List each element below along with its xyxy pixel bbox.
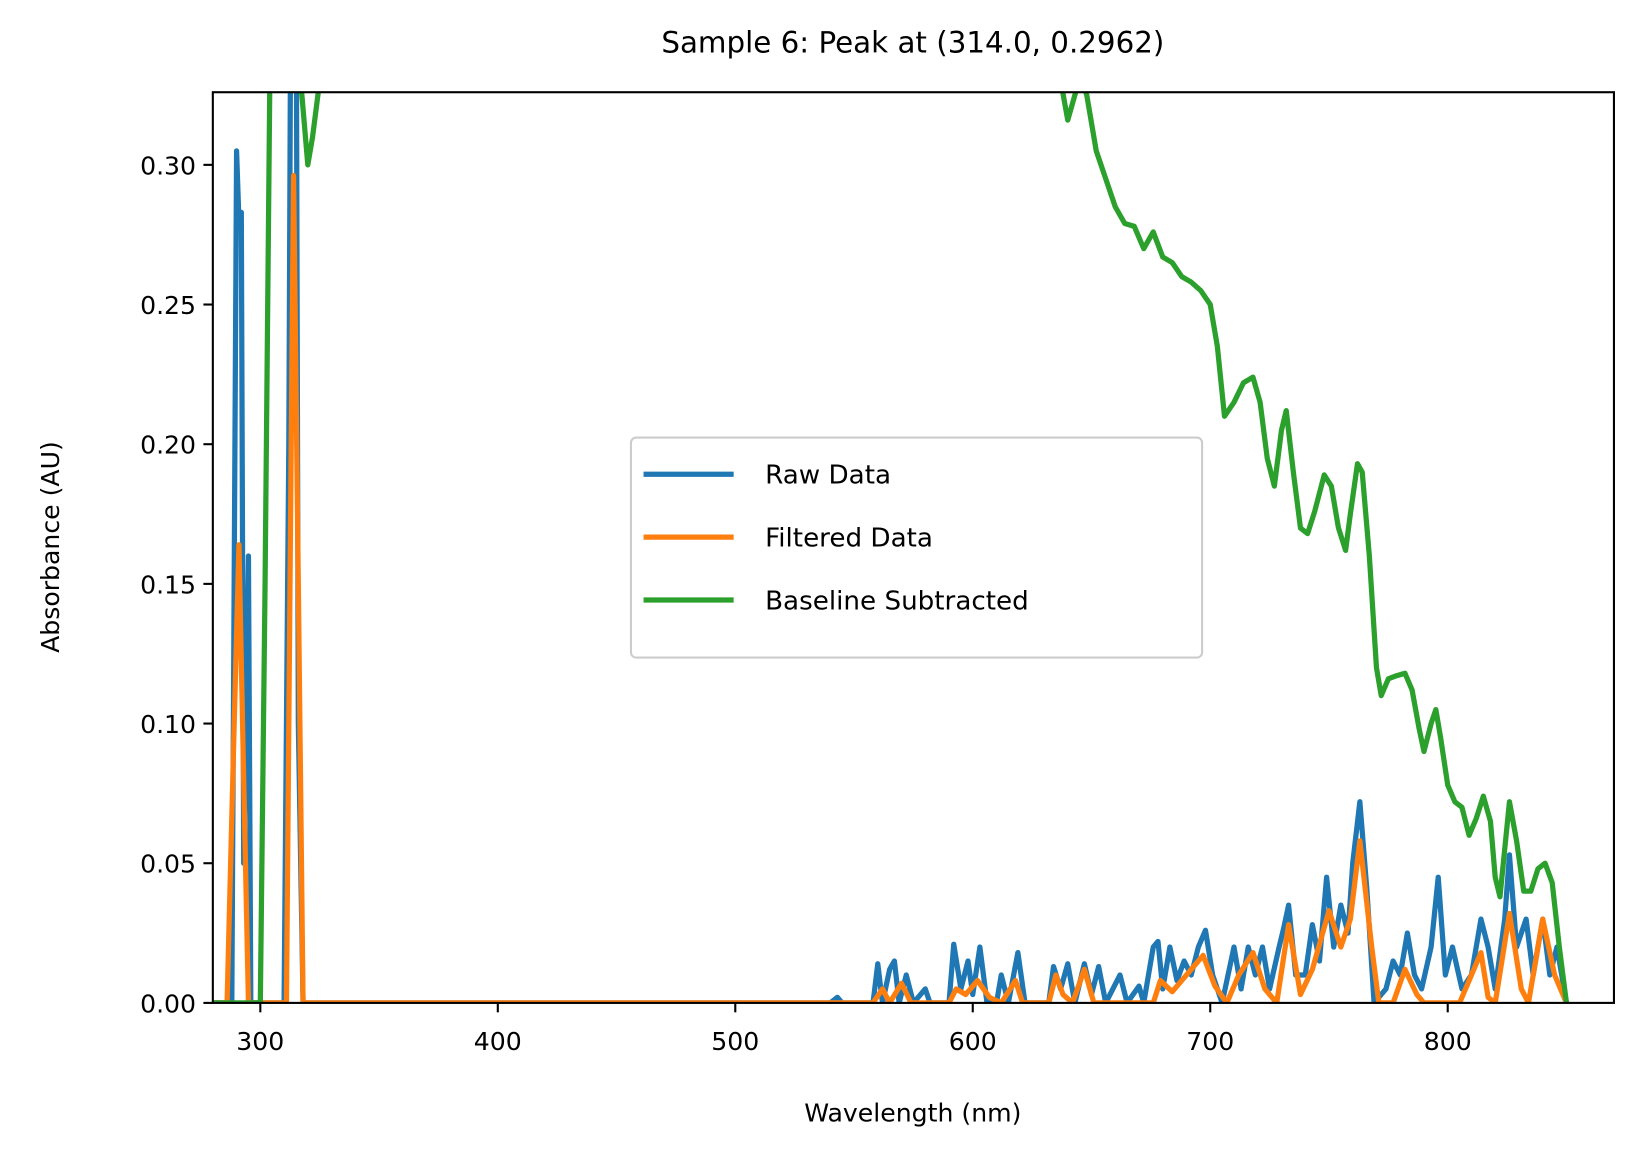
plot-lines (212, 92, 1570, 1003)
x-axis-label: Wavelength (nm) (804, 1098, 1021, 1127)
x-tick-label: 700 (1186, 1027, 1234, 1056)
legend-box (629, 436, 1204, 659)
series-line (212, 172, 1569, 1003)
y-tick-label: 0.10 (140, 710, 196, 739)
legend-label: Raw Data (765, 461, 891, 491)
y-tick-label: 0.25 (140, 291, 196, 320)
legend-label: Filtered Data (765, 524, 933, 554)
y-tick-label: 0.15 (140, 570, 196, 599)
x-tick-label: 500 (711, 1027, 759, 1056)
x-tick-label: 800 (1424, 1027, 1472, 1056)
x-tick-label: 300 (236, 1027, 284, 1056)
x-tick-label: 400 (474, 1027, 522, 1056)
y-axis-label: Absorbance (AU) (36, 441, 65, 653)
series-line (212, 92, 1570, 1003)
x-tick-label: 600 (949, 1027, 997, 1056)
y-tick-label: 0.05 (140, 850, 196, 879)
series-line (212, 92, 1570, 1003)
legend-label: Baseline Subtracted (765, 586, 1029, 616)
chart-title: Sample 6: Peak at (314.0, 0.2962) (661, 25, 1164, 59)
y-tick-label: 0.20 (140, 431, 196, 460)
y-tick-label: 0.00 (140, 989, 196, 1018)
plot-frame (211, 91, 1616, 1004)
y-tick-label: 0.30 (140, 151, 196, 180)
